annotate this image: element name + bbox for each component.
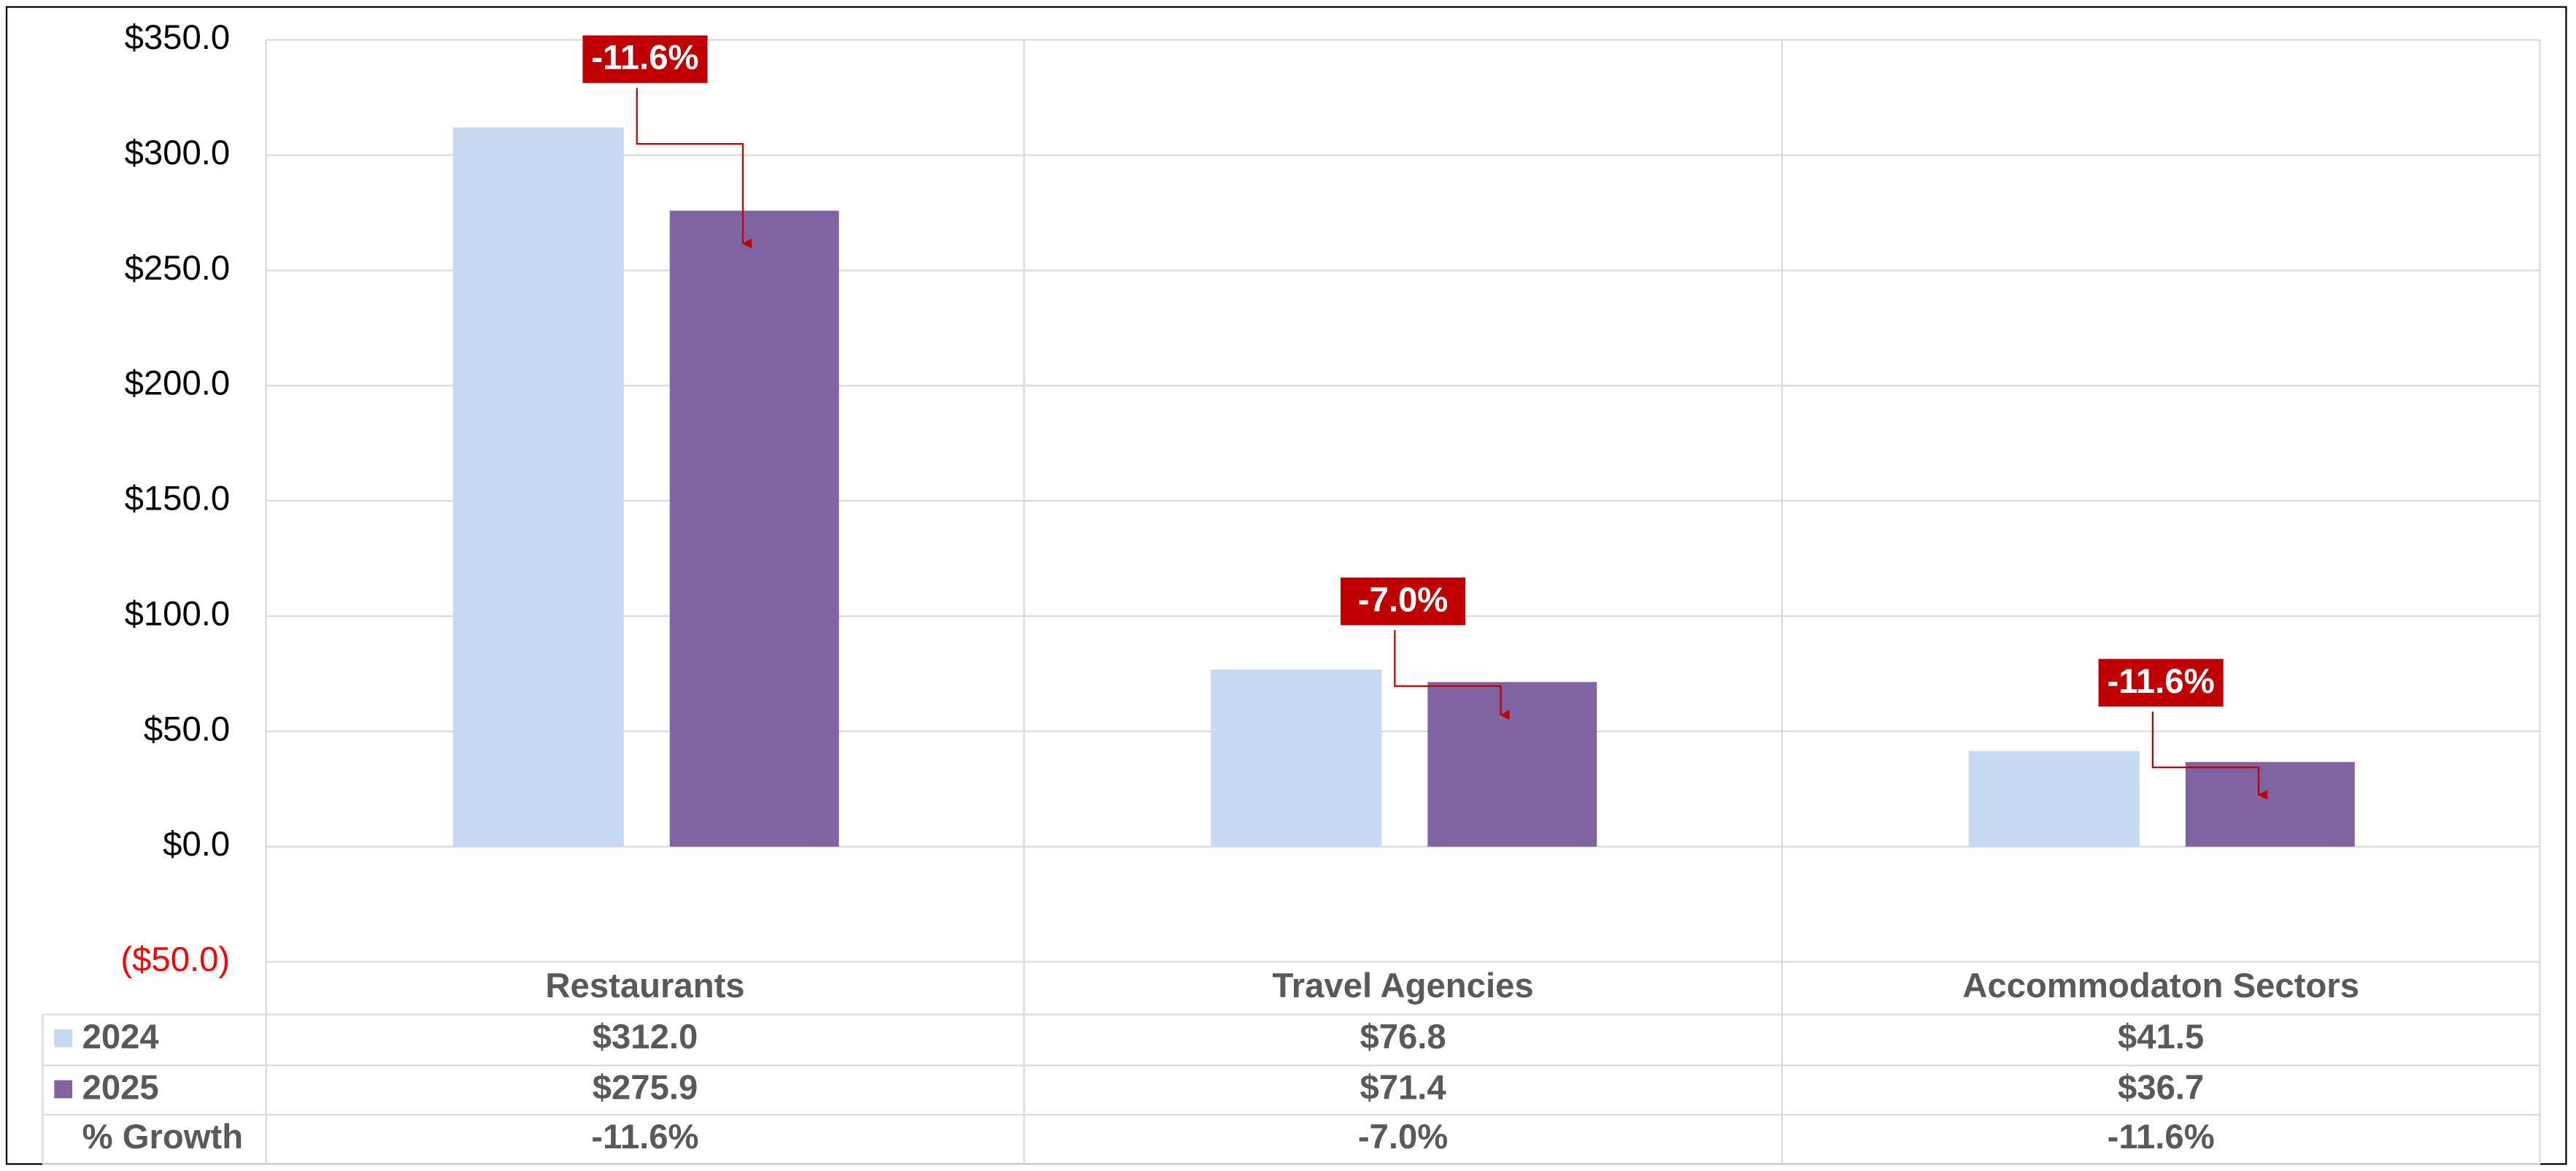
y-tick-label: $300.0 <box>125 134 231 172</box>
bar <box>669 210 839 847</box>
row-header: % Growth <box>82 1118 244 1156</box>
table-value: $41.5 <box>2118 1018 2204 1056</box>
y-tick-label: ($50.0) <box>120 940 230 979</box>
y-tick-label: $250.0 <box>125 249 231 288</box>
growth-label: -7.0% <box>1358 580 1448 619</box>
legend-swatch <box>54 1080 73 1099</box>
bar <box>1968 750 2140 847</box>
x-tick-label: Restaurants <box>545 967 744 1005</box>
table-value: -11.6% <box>2108 1118 2215 1156</box>
table-value: -7.0% <box>1358 1118 1448 1156</box>
table-value: $312.0 <box>593 1018 698 1056</box>
growth-connector <box>2151 711 2268 800</box>
table-value: $76.8 <box>1360 1018 1446 1056</box>
bar <box>452 127 624 847</box>
y-tick-label: $350.0 <box>125 18 231 57</box>
growth-connector <box>1394 630 1510 721</box>
legend-swatch <box>54 1029 73 1048</box>
growth-box <box>1341 577 1466 626</box>
bar <box>1427 682 1597 847</box>
growth-label: -11.6% <box>2108 662 2215 701</box>
bar <box>1211 669 1382 847</box>
y-tick-label: $50.0 <box>144 710 230 748</box>
legend-label: 2025 <box>82 1069 159 1107</box>
y-tick-label: $200.0 <box>125 364 231 403</box>
table-value: -11.6% <box>591 1118 698 1156</box>
growth-box <box>2098 659 2224 707</box>
table-value: $71.4 <box>1360 1069 1446 1107</box>
legend-label: 2024 <box>82 1018 160 1056</box>
x-tick-label: Travel Agencies <box>1272 967 1533 1005</box>
plot: ($50.0) $0.0 $50.0 $100.0 $150.0 $200.0 $250.0… <box>42 18 2541 1165</box>
y-tick-label: $0.0 <box>163 825 230 864</box>
x-tick-label: Accommodaton Sectors <box>1962 967 2359 1005</box>
growth-connector <box>636 88 752 249</box>
growth-box <box>582 35 708 83</box>
growth-label: -11.6% <box>591 39 698 77</box>
chart-border <box>5 6 2567 1165</box>
y-tick-label: $100.0 <box>125 594 231 633</box>
table-value: $36.7 <box>2118 1069 2204 1107</box>
bar <box>2185 761 2355 847</box>
y-tick-label: $150.0 <box>125 480 231 518</box>
table-value: $275.9 <box>593 1069 698 1107</box>
